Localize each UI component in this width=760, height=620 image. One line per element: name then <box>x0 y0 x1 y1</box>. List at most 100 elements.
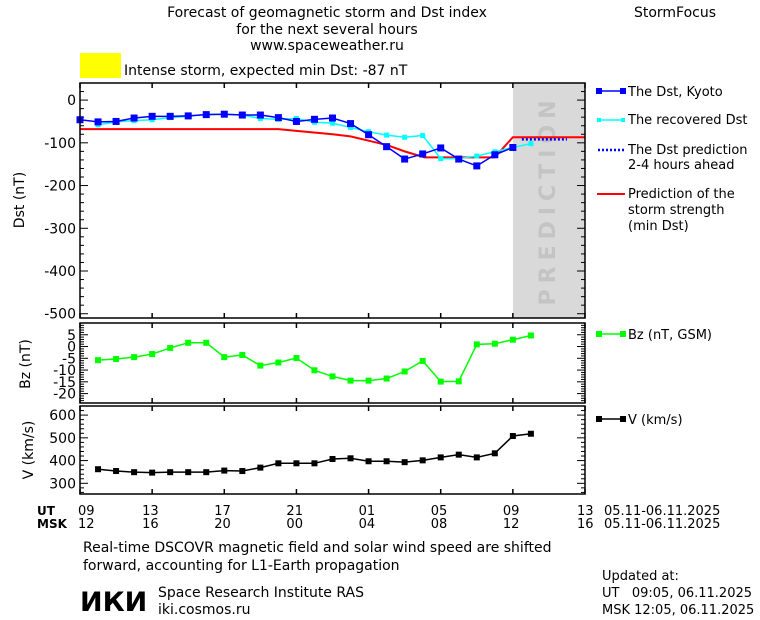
bz-point <box>401 368 408 375</box>
solar-wind-speed-point <box>419 457 426 464</box>
prediction-label: PREDICTION <box>536 95 561 306</box>
legend-dst-kyoto: The Dst, Kyoto <box>627 85 723 100</box>
bz-point <box>527 332 534 339</box>
dst-kyoto-point <box>238 111 246 119</box>
ut-tick-label: 21 <box>286 504 303 519</box>
dst-kyoto-point <box>455 155 463 163</box>
solar-wind-speed-point <box>185 469 192 476</box>
y-tick-label: -400 <box>44 264 76 280</box>
legend-strength-3: (min Dst) <box>628 219 689 234</box>
ut-tick-label: 13 <box>142 504 159 519</box>
legend-prediction-2: 2-4 hours ahead <box>628 158 734 173</box>
dst-kyoto-point <box>220 110 228 118</box>
prediction-region <box>513 83 585 318</box>
msk-tick-label: 20 <box>214 517 231 532</box>
solar-wind-speed-point <box>275 460 282 467</box>
y-tick-label: -200 <box>44 179 76 195</box>
bz-point <box>149 351 156 358</box>
dst-axis-label: Dst (nT) <box>12 172 28 228</box>
title-line-2: for the next several hours <box>236 22 417 38</box>
title-line-1: Forecast of geomagnetic storm and Dst in… <box>167 5 487 21</box>
y-tick-label: -10 <box>53 363 76 379</box>
dst-kyoto-point <box>401 155 409 163</box>
bz-point <box>365 377 372 384</box>
solar-wind-speed-point <box>455 451 462 458</box>
y-tick-label: 400 <box>49 454 76 470</box>
solar-wind-speed-point <box>491 450 498 457</box>
y-tick-label: 0 <box>67 93 76 109</box>
y-tick-label: 500 <box>49 431 76 447</box>
dst-kyoto-point <box>383 143 391 151</box>
bz-point <box>329 373 336 380</box>
ut-tick-label: 13 <box>577 504 594 519</box>
solar-wind-speed-point <box>401 459 408 466</box>
msk-label: MSK <box>37 517 68 531</box>
solar-wind-speed-point <box>95 466 102 473</box>
dst-kyoto-point <box>94 118 102 126</box>
solar-wind-speed-point <box>527 430 534 437</box>
dst-kyoto-point <box>292 117 300 125</box>
y-tick-label: -500 <box>44 307 76 323</box>
dst-kyoto-point <box>419 150 427 158</box>
solar-wind-speed-point <box>329 455 336 462</box>
bz-point <box>95 357 102 364</box>
y-tick-label: -15 <box>53 375 76 391</box>
solar-wind-speed-point <box>257 464 264 471</box>
bz-point <box>185 339 192 346</box>
v-axis-label: V (km/s) <box>21 421 37 480</box>
msk-tick-label: 08 <box>431 517 448 532</box>
msk-tick-label: 12 <box>503 517 520 532</box>
alert-color-box <box>80 53 121 78</box>
institute-site[interactable]: iki.cosmos.ru <box>158 602 250 618</box>
dst-kyoto-point <box>256 111 264 119</box>
bz-point <box>113 356 120 362</box>
bz-point <box>275 359 282 366</box>
legend-recovered: The recovered Dst <box>627 113 747 128</box>
bz-point <box>347 377 354 384</box>
msk-date-range: 05.11-06.11.2025 <box>604 517 720 532</box>
bz-point <box>203 339 210 346</box>
solar-wind-speed-point <box>311 460 318 467</box>
y-tick-label: -100 <box>44 136 76 152</box>
dst-kyoto-point <box>184 112 192 120</box>
y-tick-label: 600 <box>49 408 76 424</box>
bz-point <box>509 336 516 343</box>
recovered-dst-point <box>348 124 354 130</box>
solar-wind-speed-point <box>383 458 390 465</box>
updated-msk: MSK 12:05, 06.11.2025 <box>602 603 754 618</box>
recovered-dst-point <box>330 120 335 126</box>
storm-strength-line <box>80 128 585 159</box>
y-tick-label: 0 <box>67 340 76 356</box>
recovered-dst-point <box>402 134 408 140</box>
bz-point <box>293 355 300 362</box>
bz-point <box>221 354 228 361</box>
bz-point <box>131 354 138 361</box>
legend-v: V (km/s) <box>628 413 683 428</box>
legend-prediction-1: The Dst prediction <box>627 143 748 158</box>
bz-panel-frame <box>79 322 586 404</box>
legend-strength-1: Prediction of the <box>628 187 735 202</box>
dst-kyoto-point <box>509 144 517 152</box>
dst-kyoto-point <box>473 162 481 170</box>
solar-wind-speed-point <box>221 467 228 474</box>
dst-kyoto-point <box>329 114 336 122</box>
note-line-1: Real-time DSCOVR magnetic field and sola… <box>83 540 552 556</box>
solar-wind-speed-point <box>113 468 120 475</box>
legend-strength-2: storm strength <box>628 203 725 218</box>
institute-name: Space Research Institute RAS <box>158 585 364 601</box>
ut-tick-label: 09 <box>503 504 520 519</box>
solar-wind-speed-point <box>239 468 246 475</box>
msk-tick-label: 16 <box>142 517 159 532</box>
solar-wind-speed-point <box>347 455 354 462</box>
dst-kyoto-point <box>437 144 445 152</box>
bz-point <box>167 344 174 351</box>
bz-point <box>383 375 390 382</box>
solar-wind-speed-line <box>97 432 531 474</box>
dst-kyoto-point <box>491 151 499 159</box>
bz-point <box>239 352 246 358</box>
solar-wind-speed-point <box>149 469 156 476</box>
legend: The Dst, Kyoto The recovered Dst The Dst… <box>596 85 748 428</box>
bz-point <box>455 378 462 385</box>
solar-wind-speed-point <box>293 460 300 467</box>
